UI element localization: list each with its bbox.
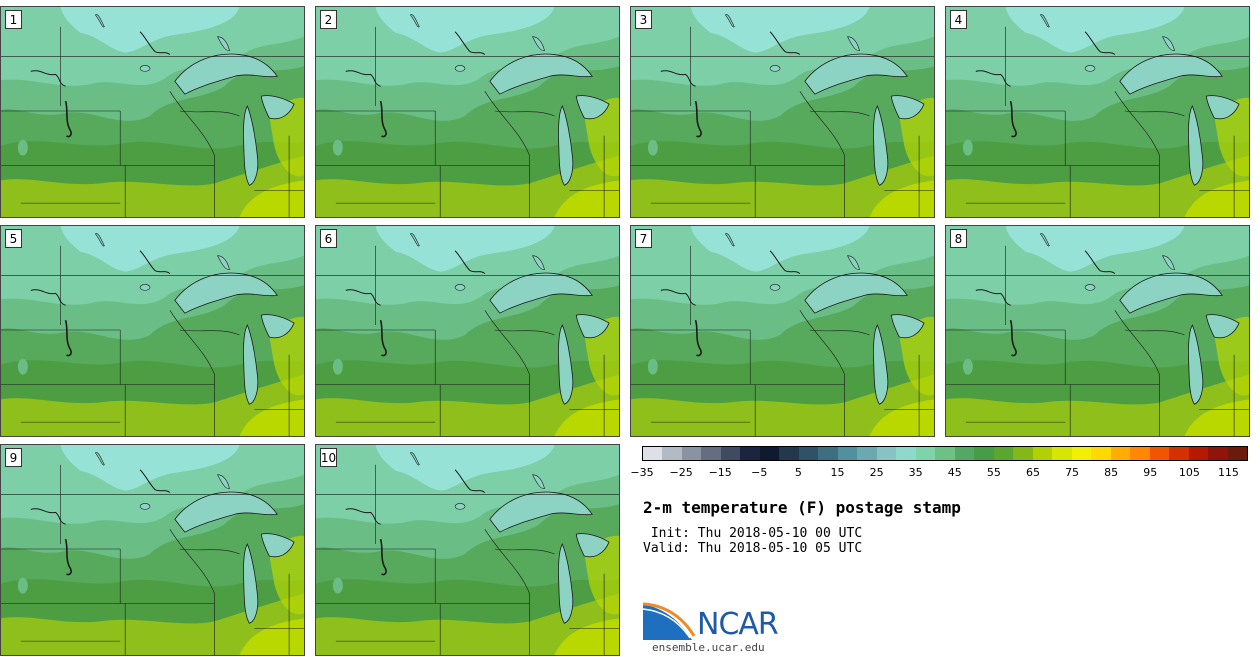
colorbar-swatch (1032, 447, 1053, 460)
ncar-logo-icon (642, 602, 696, 640)
colorbar-tick: 105 (1178, 466, 1200, 479)
map-panel-9: 9 (0, 444, 305, 656)
temperature-field-map (1, 226, 304, 436)
colorbar-swatch (954, 447, 975, 460)
panel-number-label: 4 (950, 10, 967, 29)
colorbar-swatch (662, 447, 682, 460)
map-panel-2: 2 (315, 6, 620, 218)
colorbar-swatch (1091, 447, 1111, 460)
colorbar-swatch (915, 447, 936, 460)
panel-number-label: 10 (320, 448, 337, 467)
colorbar-tick: 5 (794, 466, 802, 479)
temperature-field-map (946, 7, 1249, 217)
colorbar-tick: 75 (1065, 466, 1080, 479)
logo-wordmark: NCAR (697, 607, 779, 642)
colorbar-swatch (1110, 447, 1131, 460)
colorbar-swatch (1052, 447, 1072, 460)
temperature-colorbar (642, 446, 1248, 461)
map-panel-10: 10 (315, 444, 620, 656)
init-time: Init: Thu 2018-05-10 00 UTC (643, 526, 863, 541)
colorbar-swatch (779, 447, 799, 460)
colorbar-swatch (701, 447, 721, 460)
colorbar-tick: 35 (908, 466, 923, 479)
colorbar-swatch (818, 447, 838, 460)
chart-title: 2-m temperature (F) postage stamp (643, 498, 961, 517)
colorbar-tick: 15 (830, 466, 845, 479)
colorbar-swatch (1169, 447, 1189, 460)
colorbar-swatch (1071, 447, 1092, 460)
panel-number-label: 8 (950, 229, 967, 248)
colorbar-swatch (876, 447, 897, 460)
map-panel-3: 3 (630, 6, 935, 218)
map-panel-8: 8 (945, 225, 1250, 437)
colorbar-swatch (974, 447, 994, 460)
panel-number-label: 6 (320, 229, 337, 248)
panel-number-label: 3 (635, 10, 652, 29)
colorbar-tick: −25 (669, 466, 693, 479)
colorbar-swatch (935, 447, 955, 460)
temperature-field-map (631, 226, 934, 436)
colorbar-tick: −35 (630, 466, 654, 479)
colorbar-tick: 65 (1025, 466, 1040, 479)
panel-number-label: 7 (635, 229, 652, 248)
colorbar-swatch (857, 447, 877, 460)
colorbar-swatch (1188, 447, 1209, 460)
temperature-field-map (1, 7, 304, 217)
panel-number-label: 2 (320, 10, 337, 29)
panel-number-label: 1 (5, 10, 22, 29)
colorbar-swatch (759, 447, 780, 460)
colorbar-tick: 25 (869, 466, 884, 479)
colorbar-swatch (896, 447, 916, 460)
temperature-field-map (631, 7, 934, 217)
temperature-field-map (316, 226, 619, 436)
map-panel-1: 1 (0, 6, 305, 218)
panel-number-label: 5 (5, 229, 22, 248)
colorbar-swatch (1130, 447, 1150, 460)
map-panel-5: 5 (0, 225, 305, 437)
map-panel-6: 6 (315, 225, 620, 437)
colorbar-swatch (798, 447, 819, 460)
map-panel-4: 4 (945, 6, 1250, 218)
valid-time: Valid: Thu 2018-05-10 05 UTC (643, 541, 863, 556)
panel-number-label: 9 (5, 448, 22, 467)
colorbar-tick: 55 (986, 466, 1001, 479)
temperature-field-map (1, 445, 304, 655)
website-link[interactable]: ensemble.ucar.edu (652, 641, 765, 654)
colorbar-tick-labels: −35 −25 −15 −5 5 15 25 35 45 55 65 75 85 95 105 115 (630, 466, 1248, 482)
colorbar-tick: −5 (751, 466, 768, 479)
colorbar-swatch (720, 447, 741, 460)
colorbar-swatch (740, 447, 760, 460)
colorbar-tick: 85 (1104, 466, 1119, 479)
colorbar-tick: 45 (947, 466, 962, 479)
temperature-field-map (316, 7, 619, 217)
colorbar-tick: 95 (1143, 466, 1158, 479)
temperature-field-map (946, 226, 1249, 436)
colorbar-swatch (643, 447, 663, 460)
colorbar-swatch (837, 447, 858, 460)
colorbar-tick: −15 (708, 466, 732, 479)
colorbar-swatch (1149, 447, 1170, 460)
temperature-field-map (316, 445, 619, 655)
colorbar-swatch (1013, 447, 1033, 460)
colorbar-tick: 115 (1217, 466, 1239, 479)
colorbar-swatch (993, 447, 1014, 460)
colorbar-swatch (1208, 447, 1228, 460)
map-panel-7: 7 (630, 225, 935, 437)
colorbar-swatch (681, 447, 702, 460)
colorbar-swatch (1227, 447, 1248, 460)
